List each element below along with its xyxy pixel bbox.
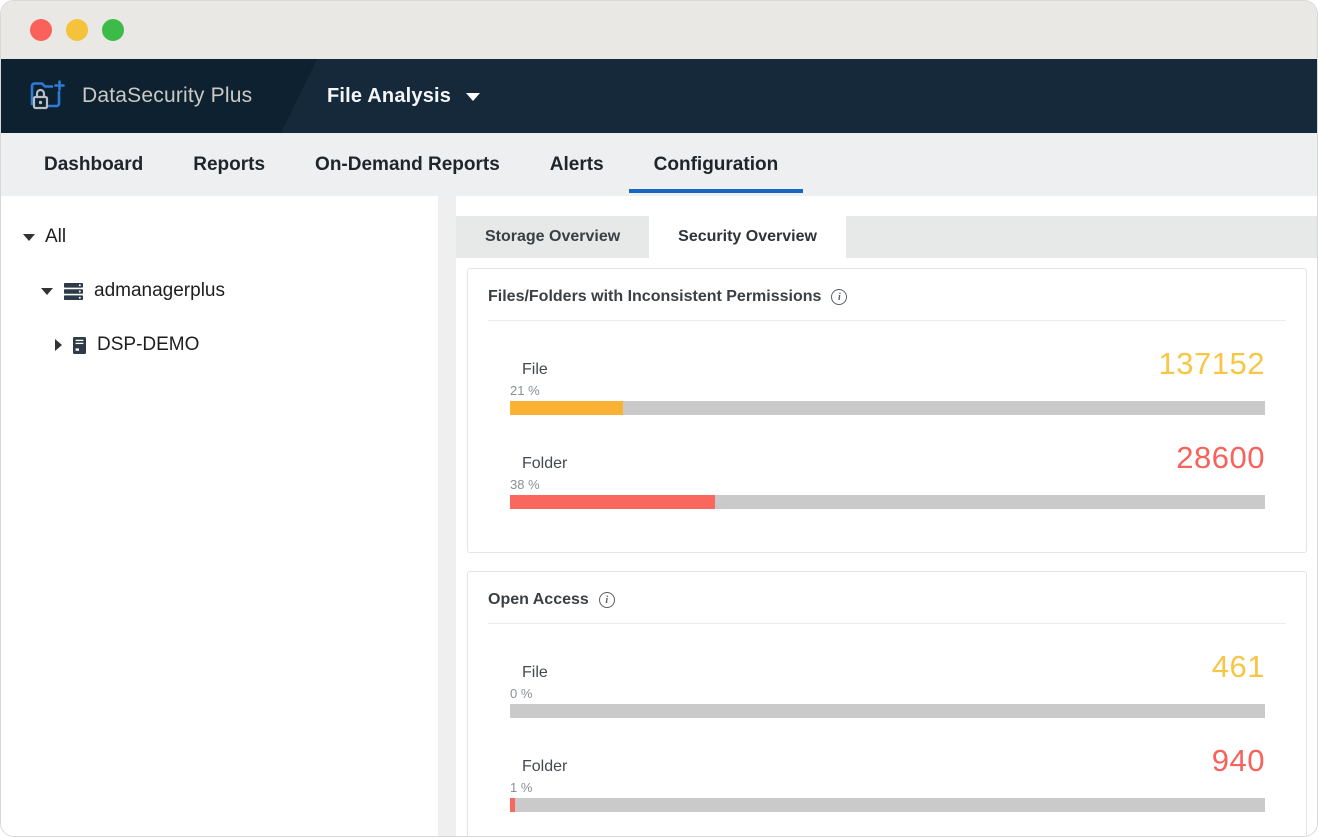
stat-value: 461 <box>1211 649 1265 684</box>
info-icon[interactable]: i <box>831 289 848 305</box>
overview-tabs: Storage Overview Security Overview <box>456 216 1317 258</box>
nav-tab-label: On-Demand Reports <box>315 153 500 175</box>
stat-label: File <box>522 361 548 378</box>
brand: DataSecurity Plus <box>1 78 252 114</box>
tab-label: Security Overview <box>678 228 817 245</box>
folder-stat-row: Folder 940 1 % <box>510 745 1265 812</box>
window-titlebar <box>1 1 1317 59</box>
minimize-window-button[interactable] <box>66 19 88 41</box>
stat-label: Folder <box>522 455 568 472</box>
nav-tab-reports[interactable]: Reports <box>168 133 290 196</box>
app-title: DataSecurity Plus <box>82 84 253 107</box>
stat-percent: 0 % <box>510 686 533 701</box>
tree-item-admanagerplus[interactable]: admanagerplus <box>1 264 438 318</box>
stat-percent: 21 % <box>510 383 540 398</box>
stat-label: File <box>522 664 548 681</box>
module-section: File Analysis <box>281 59 1317 133</box>
stat-percent: 38 % <box>510 477 540 492</box>
stat-value: 28600 <box>1176 440 1265 475</box>
stat-percent: 1 % <box>510 780 533 795</box>
close-window-button[interactable] <box>30 19 52 41</box>
caret-down-icon[interactable] <box>23 233 35 241</box>
file-stat-row: File 461 0 % <box>510 651 1265 718</box>
zoom-window-button[interactable] <box>102 19 124 41</box>
card-title: Files/Folders with Inconsistent Permissi… <box>488 288 822 305</box>
divider <box>488 320 1286 321</box>
caret-right-icon[interactable] <box>55 339 62 351</box>
stat-value: 137152 <box>1158 346 1265 381</box>
tree-item-all[interactable]: All <box>1 210 438 264</box>
progress-bar-fill <box>510 798 516 812</box>
nav-tab-alerts[interactable]: Alerts <box>525 133 629 196</box>
progress-bar <box>510 401 1265 415</box>
main-navigation: Dashboard Reports On-Demand Reports Aler… <box>1 133 1317 196</box>
file-stat-row: File 137152 21 % <box>510 348 1265 415</box>
nav-tab-label: Configuration <box>653 153 779 175</box>
active-tab-underline <box>628 189 804 193</box>
nav-tab-label: Reports <box>193 153 266 175</box>
datasecurity-plus-logo-icon <box>28 78 68 114</box>
tab-label: Storage Overview <box>485 228 621 245</box>
inconsistent-permissions-card: Files/Folders with Inconsistent Permissi… <box>467 268 1307 553</box>
window-controls <box>30 19 124 41</box>
nav-tab-dashboard[interactable]: Dashboard <box>19 133 168 196</box>
server-stack-icon <box>63 282 84 301</box>
progress-bar <box>510 704 1265 718</box>
server-icon <box>72 336 87 355</box>
server-tree-sidebar: All admanagerplus <box>1 196 438 836</box>
main-panel: Storage Overview Security Overview Files… <box>456 196 1317 836</box>
stat-label: Folder <box>522 758 568 775</box>
nav-tab-label: Dashboard <box>44 153 144 175</box>
module-title: File Analysis <box>327 84 452 107</box>
tab-storage-overview[interactable]: Storage Overview <box>456 216 649 258</box>
nav-tab-label: Alerts <box>549 153 604 175</box>
sidebar-divider <box>438 196 456 836</box>
tree-item-label: admanagerplus <box>94 280 225 301</box>
tab-security-overview[interactable]: Security Overview <box>649 216 846 258</box>
progress-bar-fill <box>510 495 716 509</box>
progress-bar <box>510 798 1265 812</box>
card-title: Open Access <box>488 591 589 608</box>
stat-value: 940 <box>1211 743 1265 778</box>
nav-tab-on-demand-reports[interactable]: On-Demand Reports <box>290 133 525 196</box>
tree-item-label: All <box>45 226 67 247</box>
tree-item-label: DSP-DEMO <box>97 334 200 355</box>
info-icon[interactable]: i <box>598 592 615 608</box>
caret-down-icon[interactable] <box>41 287 53 295</box>
tree-item-dsp-demo[interactable]: DSP-DEMO <box>1 318 438 372</box>
module-dropdown-icon[interactable] <box>466 93 481 101</box>
nav-tab-configuration[interactable]: Configuration <box>628 133 804 196</box>
progress-bar <box>510 495 1265 509</box>
folder-stat-row: Folder 28600 38 % <box>510 442 1265 509</box>
progress-bar-fill <box>510 401 624 415</box>
divider <box>488 623 1286 624</box>
app-header: DataSecurity Plus File Analysis <box>1 59 1317 133</box>
open-access-card: Open Access i File 461 0 % Fo <box>467 571 1307 836</box>
